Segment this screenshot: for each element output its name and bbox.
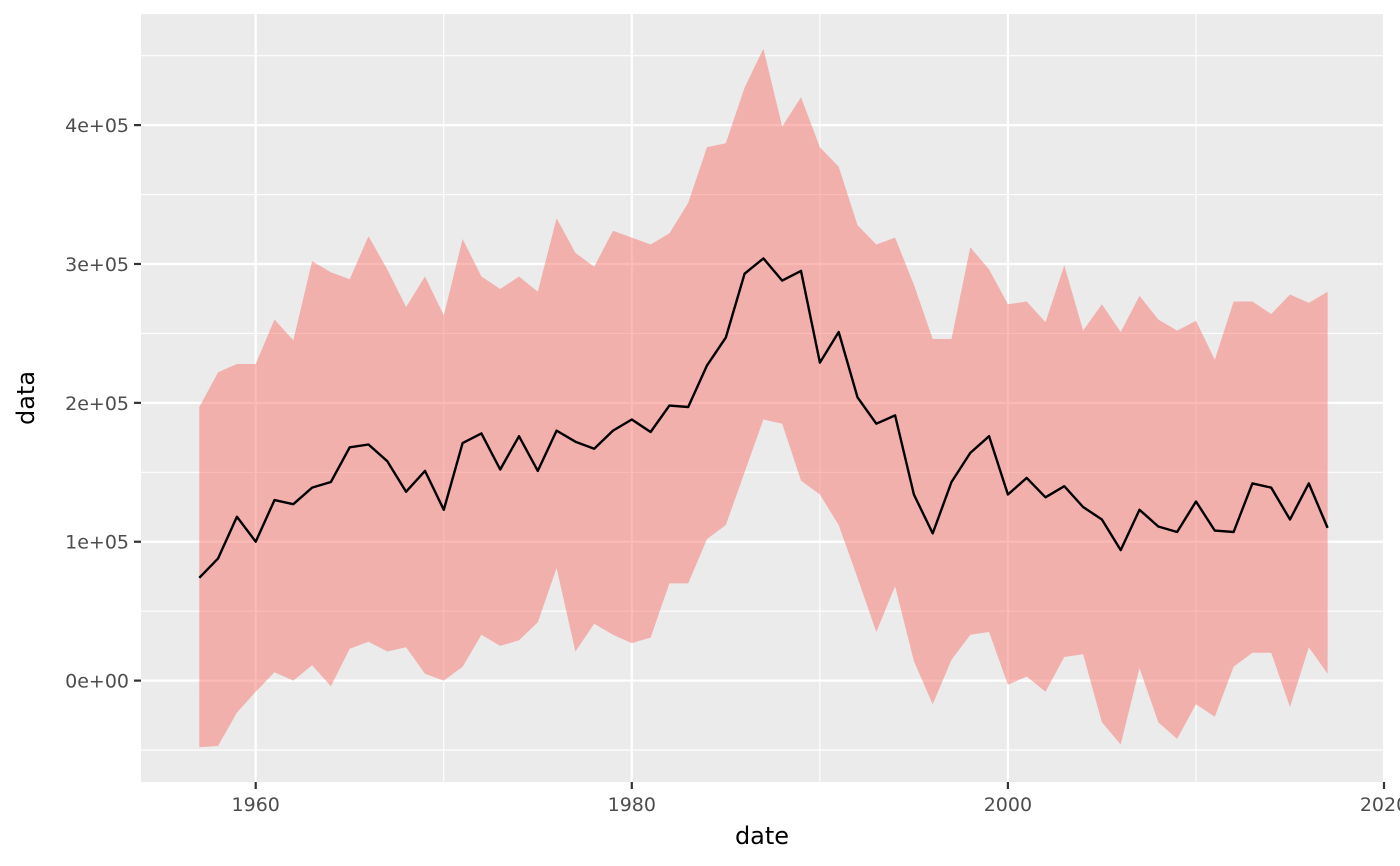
y-tick-label: 4e+05 — [65, 115, 129, 137]
x-tick-label: 1960 — [232, 794, 280, 816]
confidence-ribbon — [199, 48, 1328, 748]
y-tick-label: 3e+05 — [65, 254, 129, 276]
data-line — [198, 257, 1329, 579]
y-axis-ticks: 0e+00 1e+05 2e+05 3e+05 4e+05 — [65, 115, 141, 693]
x-tick-label: 1980 — [608, 794, 656, 816]
y-tick-label: 0e+00 — [65, 671, 129, 693]
y-tick-label: 2e+05 — [65, 393, 129, 415]
y-axis-title: data — [12, 371, 40, 425]
y-tick-label: 1e+05 — [65, 532, 129, 554]
x-axis-title: date — [735, 822, 789, 850]
x-tick-label: 2000 — [984, 794, 1032, 816]
